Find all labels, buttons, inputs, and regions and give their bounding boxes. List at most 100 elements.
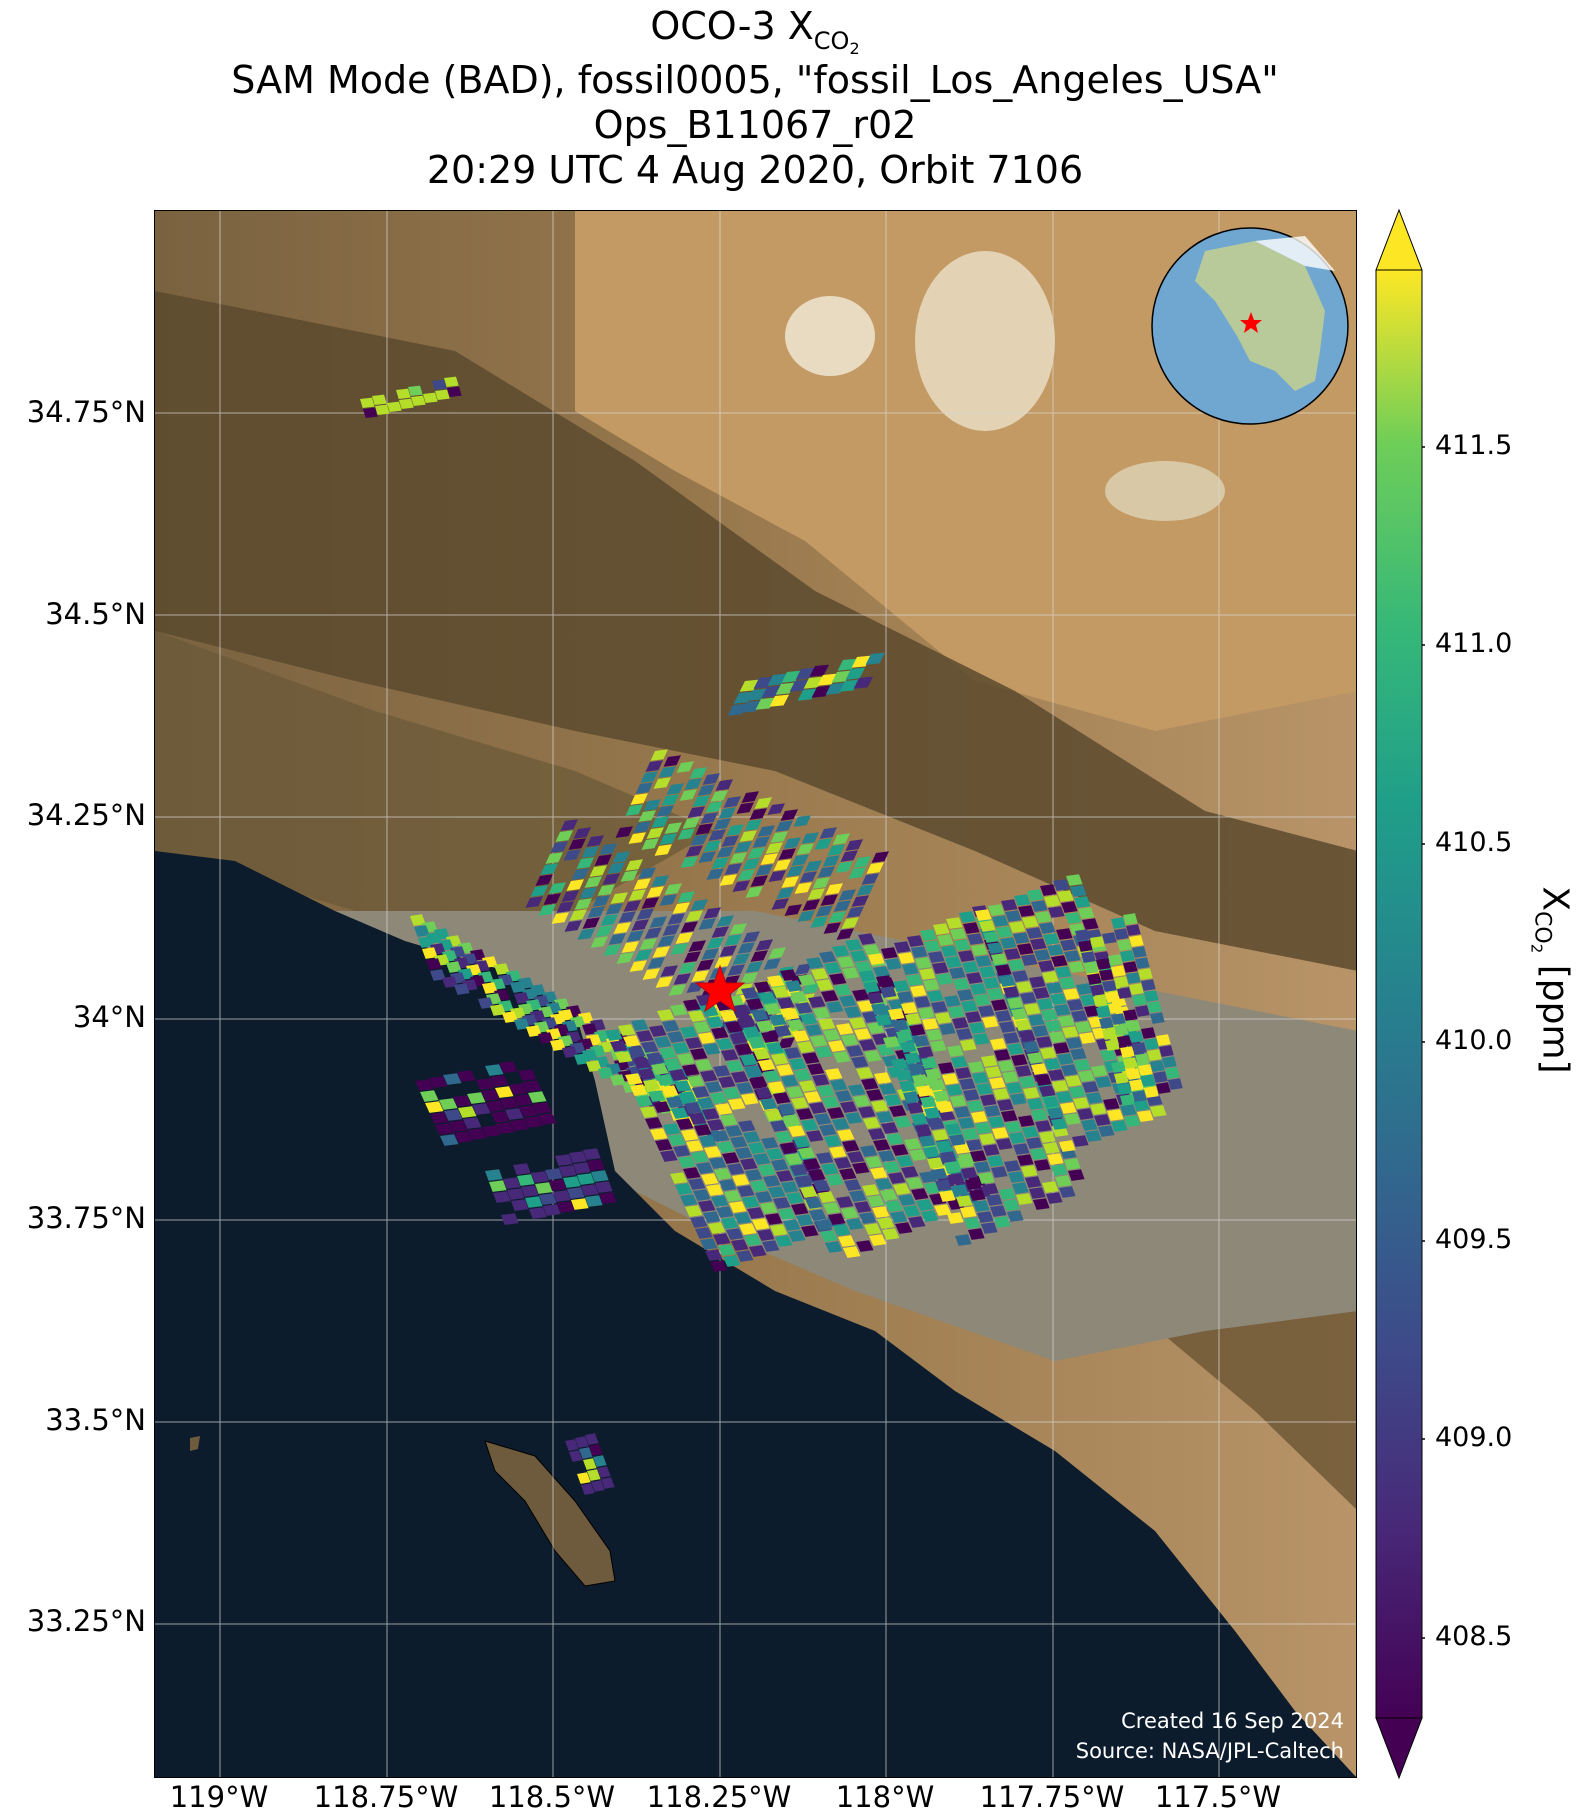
sounding-cell — [890, 1211, 908, 1223]
sounding-cell — [794, 963, 812, 975]
sounding-cell — [1039, 1085, 1056, 1097]
sounding-cell — [514, 1018, 530, 1030]
sounding-cell — [1053, 1042, 1070, 1054]
sounding-cell — [927, 1157, 944, 1169]
sounding-cell — [893, 980, 910, 992]
sounding-cell — [847, 1151, 865, 1163]
sounding-cell — [813, 1007, 831, 1019]
sounding-cell — [778, 848, 796, 860]
sounding-cell — [618, 1024, 636, 1036]
sounding-cell — [999, 1021, 1016, 1033]
sounding-cell — [690, 1048, 708, 1060]
sounding-cell — [932, 962, 949, 974]
sounding-cell — [926, 1029, 943, 1041]
sounding-cell — [731, 1239, 749, 1251]
sounding-cell — [375, 404, 390, 415]
sounding-cell — [569, 1450, 583, 1462]
sounding-cell — [693, 1189, 711, 1201]
lat-label: 33.5°N — [45, 1403, 146, 1437]
sounding-cell — [510, 981, 526, 993]
sounding-cell — [723, 1087, 741, 1099]
sounding-cell — [740, 1054, 758, 1066]
sounding-cell — [808, 1169, 826, 1181]
sounding-cell — [672, 1042, 690, 1054]
sounding-cell — [871, 1003, 888, 1015]
sounding-cell — [896, 1030, 913, 1042]
sounding-cell — [984, 1105, 1001, 1117]
sounding-cell — [1059, 1186, 1076, 1198]
sounding-cell — [932, 1129, 949, 1141]
sounding-cell — [784, 904, 802, 916]
sounding-cell — [935, 1012, 952, 1024]
sounding-cell — [1108, 954, 1123, 966]
sounding-cell — [950, 1095, 967, 1107]
sounding-cell — [684, 1102, 702, 1114]
sounding-cell — [985, 1066, 1002, 1078]
sounding-cell — [634, 949, 652, 961]
sounding-cell — [674, 1080, 692, 1092]
sounding-cell — [803, 676, 823, 689]
sounding-cell — [825, 682, 845, 695]
sounding-cell — [610, 892, 628, 904]
sounding-cell — [827, 844, 845, 856]
sounding-cell — [866, 862, 884, 874]
sounding-cell — [735, 1043, 753, 1055]
sounding-cell — [970, 983, 987, 995]
sounding-cell — [1111, 1013, 1126, 1025]
sounding-cell — [642, 968, 660, 980]
sounding-cell — [628, 1046, 646, 1058]
sounding-cell — [726, 1060, 744, 1072]
sounding-cell — [690, 834, 708, 846]
sounding-cell — [599, 843, 617, 855]
sounding-cell — [1047, 1153, 1064, 1165]
sounding-cell — [586, 1060, 602, 1072]
sounding-cell — [842, 1140, 860, 1152]
sounding-cell — [739, 1223, 757, 1235]
sounding-cell — [921, 1210, 939, 1222]
sounding-cell — [981, 1222, 998, 1234]
sounding-cell — [827, 1107, 845, 1119]
sounding-cell — [834, 1157, 852, 1169]
sounding-cell — [486, 1100, 505, 1112]
sounding-cell — [661, 1085, 679, 1097]
sounding-cell — [915, 957, 932, 969]
sounding-cell — [988, 1116, 1005, 1128]
sounding-cell — [775, 682, 795, 695]
sounding-cell — [1096, 958, 1111, 970]
sounding-cell — [757, 825, 775, 837]
sounding-cell — [845, 1112, 863, 1124]
sounding-cell — [832, 945, 850, 957]
sounding-cell — [526, 1025, 542, 1037]
sounding-cell — [846, 1045, 864, 1057]
sounding-cell — [991, 999, 1008, 1011]
sounding-cell — [660, 965, 678, 977]
sounding-cell — [710, 790, 728, 802]
sounding-cell — [476, 1078, 495, 1090]
sounding-cell — [912, 1074, 929, 1086]
sounding-cell — [1056, 928, 1073, 940]
sounding-cell — [435, 1123, 454, 1135]
lon-label: 119°W — [169, 1780, 269, 1814]
sounding-cell — [1129, 1031, 1144, 1043]
sounding-cell — [775, 820, 793, 832]
sounding-cell — [949, 1134, 966, 1146]
sounding-cell — [710, 1092, 728, 1104]
map-panel[interactable]: Created 16 Sep 2024 Source: NASA/JPL-Cal… — [154, 210, 1357, 1778]
sounding-cell — [1037, 998, 1054, 1010]
sounding-cell — [744, 819, 762, 831]
sounding-cell — [550, 1039, 566, 1051]
sounding-cell — [722, 1152, 740, 1164]
sounding-cell — [707, 1119, 725, 1131]
sounding-cell — [820, 894, 838, 906]
sounding-cell — [1120, 1104, 1137, 1116]
sounding-cell — [770, 1120, 788, 1132]
sounding-cell — [1123, 913, 1138, 925]
sounding-cell — [931, 1001, 948, 1013]
sounding-cell — [871, 851, 889, 863]
sounding-cell — [1004, 1160, 1021, 1172]
sounding-cell — [841, 1034, 859, 1046]
sounding-cell — [1123, 961, 1138, 973]
sounding-cell — [1068, 961, 1085, 973]
sounding-cell — [925, 1068, 942, 1080]
sounding-cell — [988, 904, 1005, 916]
